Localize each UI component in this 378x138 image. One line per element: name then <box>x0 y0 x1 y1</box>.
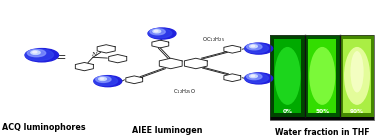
Text: 50%: 50% <box>315 109 329 114</box>
Circle shape <box>148 29 172 38</box>
Text: AIEE luminogen: AIEE luminogen <box>132 126 203 135</box>
Circle shape <box>155 30 158 32</box>
Bar <box>270 34 375 120</box>
Circle shape <box>33 51 37 53</box>
Text: C$_{12}$H$_{25}$O: C$_{12}$H$_{25}$O <box>173 87 196 95</box>
Ellipse shape <box>309 47 335 105</box>
Circle shape <box>96 76 111 82</box>
Text: =: = <box>56 51 66 64</box>
Circle shape <box>251 45 254 47</box>
Circle shape <box>27 49 46 57</box>
Circle shape <box>100 78 104 79</box>
Circle shape <box>31 51 40 54</box>
Circle shape <box>245 43 273 54</box>
Text: ACQ luminophores: ACQ luminophores <box>2 124 86 132</box>
Circle shape <box>94 76 122 87</box>
Circle shape <box>150 29 165 35</box>
Bar <box>274 39 301 113</box>
Text: 90%: 90% <box>350 109 364 114</box>
Circle shape <box>249 75 257 78</box>
Circle shape <box>99 77 107 80</box>
Ellipse shape <box>344 47 370 105</box>
Circle shape <box>245 73 268 83</box>
Text: 0%: 0% <box>282 109 293 114</box>
Bar <box>305 34 340 117</box>
Circle shape <box>94 76 118 86</box>
Circle shape <box>25 49 59 62</box>
Circle shape <box>245 44 268 53</box>
Bar <box>308 39 336 113</box>
Circle shape <box>245 73 273 84</box>
Text: Water fraction in THF: Water fraction in THF <box>275 128 370 137</box>
Circle shape <box>249 45 257 48</box>
Circle shape <box>246 44 262 50</box>
Circle shape <box>251 75 254 76</box>
Text: OC$_{12}$H$_{25}$: OC$_{12}$H$_{25}$ <box>202 35 225 44</box>
Bar <box>340 34 375 117</box>
Circle shape <box>246 74 262 80</box>
Circle shape <box>153 30 161 33</box>
Ellipse shape <box>274 47 301 105</box>
Circle shape <box>25 49 54 60</box>
Ellipse shape <box>350 51 364 92</box>
Bar <box>270 34 375 120</box>
Text: N: N <box>91 52 97 57</box>
Circle shape <box>148 28 176 39</box>
Bar <box>270 34 305 117</box>
Bar <box>343 39 371 113</box>
